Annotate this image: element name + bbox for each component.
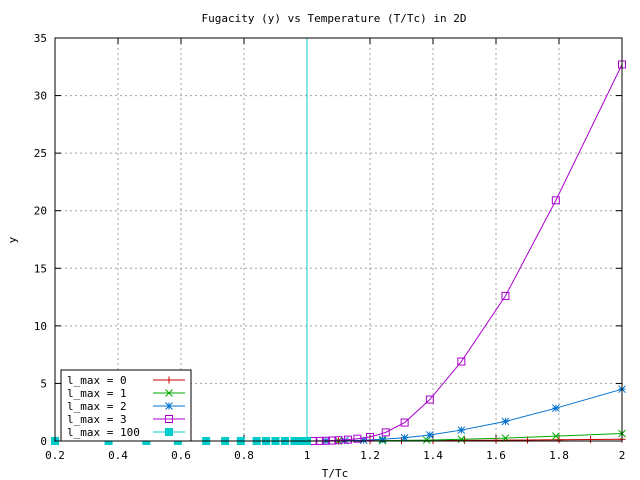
legend-label: l_max = 1 — [67, 387, 127, 400]
data-point — [501, 417, 510, 426]
y-tick-label: 15 — [34, 262, 47, 275]
legend-marker — [165, 376, 173, 384]
x-tick-label: 1.8 — [549, 449, 569, 462]
data-point — [359, 436, 368, 445]
x-tick-label: 0.6 — [171, 449, 191, 462]
data-point — [378, 435, 387, 444]
x-tick-label: 1.2 — [360, 449, 380, 462]
series-line — [307, 64, 623, 442]
chart-title: Fugacity (y) vs Temperature (T/Tc) in 2D — [202, 12, 467, 25]
data-point — [343, 435, 352, 444]
data-point — [425, 395, 434, 404]
data-point — [551, 404, 560, 413]
x-tick-label: 2 — [619, 449, 626, 462]
series-3 — [303, 60, 626, 445]
legend-label: l_max = 2 — [67, 400, 127, 413]
legend-label: l_max = 3 — [67, 413, 127, 426]
legend-marker — [165, 389, 173, 397]
data-point — [366, 432, 374, 441]
data-point — [422, 436, 431, 444]
x-tick-label: 1.4 — [423, 449, 443, 462]
x-tick-label: 1.6 — [486, 449, 506, 462]
data-point — [353, 434, 362, 443]
legend-marker — [165, 402, 173, 410]
x-tick-label: 0.2 — [45, 449, 65, 462]
y-tick-labels: 0 5 10 15 20 25 30 35 — [34, 32, 47, 448]
data-point — [492, 436, 500, 444]
x-axis-label: T/Tc — [322, 467, 349, 480]
legend-label: l_max = 100 — [67, 426, 140, 439]
data-point — [587, 436, 594, 444]
x-tick-labels: 0.2 0.4 0.6 0.8 1 1.2 1.4 1.6 1.8 2 — [45, 449, 625, 462]
legend-marker — [165, 415, 173, 423]
data-point — [501, 291, 510, 300]
y-tick-label: 5 — [40, 377, 47, 390]
data-point — [334, 436, 343, 445]
data-point — [457, 426, 466, 434]
y-tick-label: 10 — [34, 320, 47, 333]
y-tick-label: 35 — [34, 32, 47, 45]
data-point — [425, 431, 434, 439]
x-tick-label: 0.4 — [108, 449, 128, 462]
data-point — [457, 435, 466, 444]
y-tick-label: 25 — [34, 147, 47, 160]
data-point — [400, 433, 409, 442]
x-tick-label: 0.8 — [234, 449, 254, 462]
data-point — [400, 418, 409, 427]
plot-frame — [54, 37, 623, 442]
legend-label: l_max = 0 — [67, 374, 127, 387]
data-point — [501, 434, 510, 442]
y-axis-label: y — [6, 236, 19, 243]
data-point — [551, 432, 560, 441]
y-tick-label: 0 — [40, 435, 47, 448]
legend: l_max = 0l_max = 1l_max = 2l_max = 3l_ma… — [60, 369, 192, 442]
legend-marker — [165, 428, 173, 436]
x-tick-label: 1 — [304, 449, 311, 462]
data-point — [381, 428, 390, 437]
y-tick-label: 30 — [34, 90, 47, 103]
y-tick-label: 20 — [34, 205, 47, 218]
data-point — [551, 196, 560, 205]
data-point — [457, 357, 466, 366]
